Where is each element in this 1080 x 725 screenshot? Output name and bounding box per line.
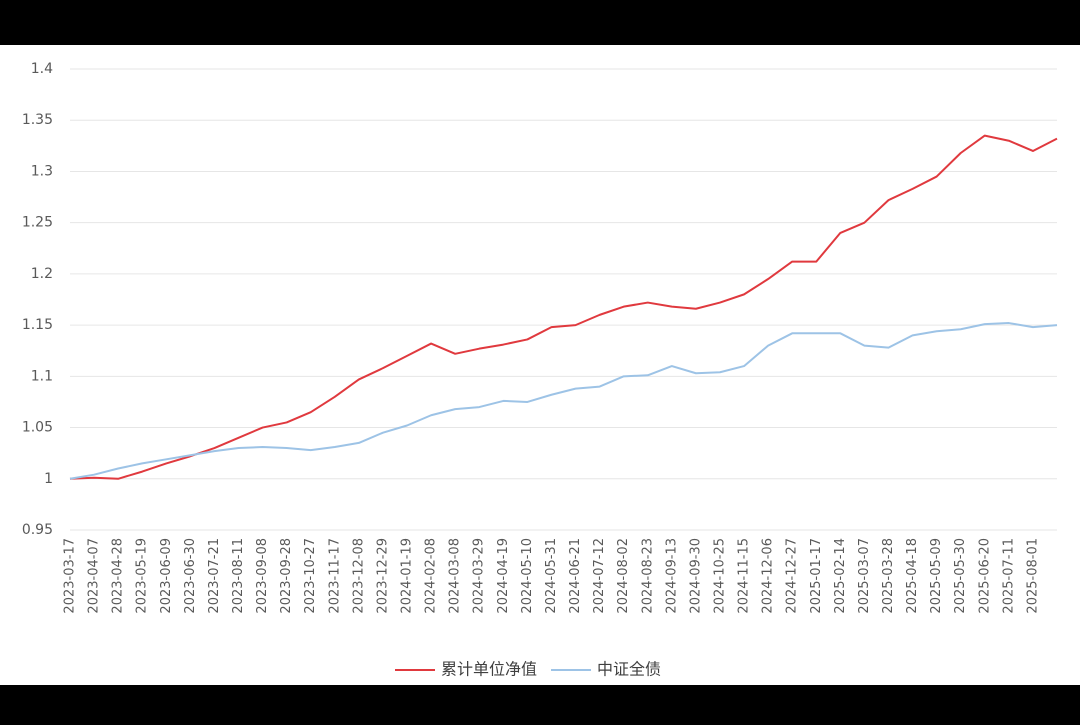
y-tick-label: 1.35 [22,112,53,128]
y-tick-label: 1.15 [22,317,53,333]
x-tick-label: 2023-12-29 [375,538,390,614]
x-tick-label: 2023-03-17 [63,538,78,614]
x-tick-label: 2024-08-02 [616,538,631,614]
y-tick-label: 1.2 [31,266,53,282]
y-tick-label: 0.95 [22,522,53,538]
x-tick-label: 2025-08-01 [1025,538,1040,614]
x-tick-label: 2024-12-06 [761,538,776,614]
series-line [69,322,1058,480]
x-tick-label: 2024-02-08 [424,538,439,614]
x-tick-label: 2023-07-21 [207,538,222,614]
x-tick-label: 2025-07-11 [1001,538,1016,614]
y-tick-label: 1.3 [31,163,53,179]
x-tick-label: 2025-02-14 [833,538,848,614]
y-tick-label: 1.4 [31,61,53,77]
legend-label: 中证全债 [597,660,661,679]
x-tick-label: 2025-03-07 [857,538,872,614]
x-tick-label: 2023-11-17 [327,538,342,614]
x-tick-label: 2025-04-18 [905,538,920,614]
x-tick-label: 2024-07-12 [592,538,607,614]
x-tick-label: 2024-06-21 [568,538,583,614]
x-tick-label: 2023-10-27 [303,538,318,614]
y-tick-label: 1 [44,471,53,487]
x-tick-label: 2023-09-08 [255,538,270,614]
x-tick-label: 2024-10-25 [712,538,727,614]
x-tick-label: 2025-05-30 [953,538,968,614]
x-tick-label: 2024-01-19 [400,538,415,614]
x-tick-label: 2024-03-29 [472,538,487,614]
x-tick-label: 2025-06-20 [977,538,992,614]
x-tick-label: 2024-08-23 [640,538,655,614]
x-tick-label: 2024-05-31 [544,538,559,614]
x-tick-label: 2023-04-28 [111,538,126,614]
x-tick-label: 2024-12-27 [785,538,800,614]
legend-label: 累计单位净值 [441,660,537,679]
x-tick-label: 2024-05-10 [520,538,535,614]
series-line [69,134,1058,480]
x-tick-label: 2023-12-08 [351,538,366,614]
y-tick-label: 1.05 [22,420,53,436]
x-tick-label: 2023-08-11 [231,538,246,614]
x-tick-label: 2023-05-19 [135,538,150,614]
x-tick-label: 2025-05-09 [929,538,944,614]
x-tick-label: 2024-11-15 [737,538,752,614]
x-tick-label: 2025-03-28 [881,538,896,614]
x-tick-label: 2024-04-19 [496,538,511,614]
x-tick-label: 2025-01-17 [809,538,824,614]
x-tick-label: 2023-06-09 [159,538,174,614]
y-tick-label: 1.1 [31,368,53,384]
x-tick-label: 2024-09-30 [688,538,703,614]
x-tick-label: 2023-06-30 [183,538,198,614]
x-tick-label: 2023-09-28 [279,538,294,614]
x-tick-label: 2024-03-08 [448,538,463,614]
y-tick-label: 1.25 [22,215,53,231]
chart-area [0,45,1080,685]
x-tick-label: 2023-04-07 [87,538,102,614]
x-tick-label: 2024-09-13 [664,538,679,614]
